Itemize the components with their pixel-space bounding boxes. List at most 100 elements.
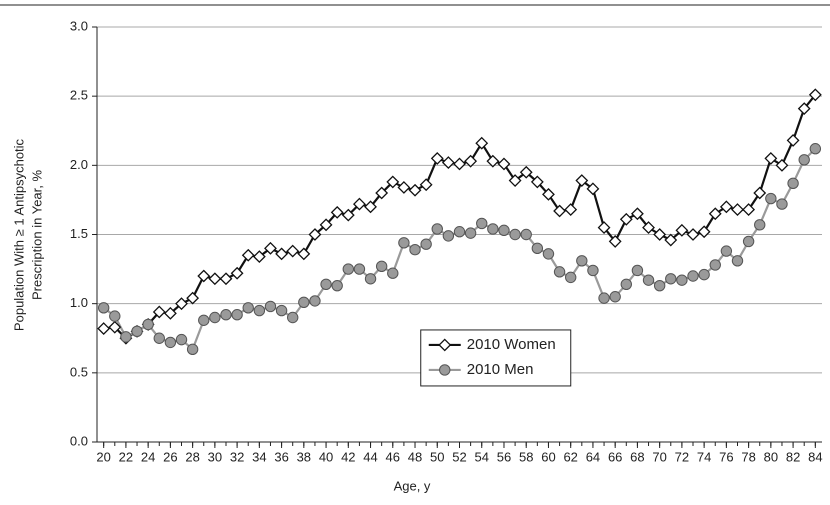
x-tick-label: 30 xyxy=(208,449,222,464)
point xyxy=(542,187,555,201)
point xyxy=(697,225,711,239)
legend-label: 2010 Men xyxy=(467,361,534,378)
legend-box xyxy=(420,329,572,387)
point xyxy=(753,186,767,200)
point xyxy=(252,250,266,264)
point xyxy=(153,332,165,344)
point xyxy=(665,273,677,285)
point xyxy=(152,305,166,319)
x-tick-label: 76 xyxy=(719,449,733,464)
x-tick-label: 64 xyxy=(586,449,600,464)
x-tick-label: 36 xyxy=(274,449,288,464)
x-tick-label: 72 xyxy=(675,449,689,464)
point xyxy=(330,205,344,219)
y-tick-label: 1.0 xyxy=(70,295,88,310)
point xyxy=(597,221,611,235)
x-tick-label: 84 xyxy=(808,449,822,464)
point xyxy=(808,88,822,102)
x-tick-label: 42 xyxy=(341,449,355,464)
point xyxy=(342,263,355,275)
point xyxy=(230,266,244,280)
x-tick-label: 20 xyxy=(96,449,110,464)
x-tick-label: 56 xyxy=(497,449,511,464)
point xyxy=(287,311,299,324)
point xyxy=(220,309,232,321)
point xyxy=(731,255,744,267)
point xyxy=(765,192,777,205)
point xyxy=(320,278,332,290)
point xyxy=(676,274,688,286)
point xyxy=(197,269,211,283)
point xyxy=(530,175,544,189)
point xyxy=(209,311,221,324)
point xyxy=(420,238,432,250)
point xyxy=(253,304,266,317)
legend-marker xyxy=(438,338,452,352)
point xyxy=(642,274,655,286)
y-tick-label: 0.5 xyxy=(70,364,88,379)
x-tick-label: 60 xyxy=(541,449,555,464)
point xyxy=(519,165,533,179)
point xyxy=(264,300,277,313)
point xyxy=(409,244,421,256)
point xyxy=(620,278,632,290)
point xyxy=(297,247,311,261)
point xyxy=(619,212,633,226)
point xyxy=(441,156,455,169)
point xyxy=(631,264,644,277)
point xyxy=(241,248,255,262)
point xyxy=(475,136,489,150)
point xyxy=(298,296,310,308)
point xyxy=(720,245,733,257)
legend-label: 2010 Women xyxy=(467,336,556,353)
point xyxy=(509,228,521,241)
x-tick-label: 26 xyxy=(163,449,177,464)
point xyxy=(731,203,744,217)
point xyxy=(108,320,122,334)
point xyxy=(787,177,799,190)
x-tick-label: 34 xyxy=(252,449,266,464)
point xyxy=(430,151,444,165)
point xyxy=(630,207,644,221)
point xyxy=(553,204,566,218)
point xyxy=(608,234,622,248)
x-tick-label: 80 xyxy=(764,449,778,464)
point xyxy=(453,157,466,171)
x-tick-label: 46 xyxy=(386,449,400,464)
point xyxy=(642,221,655,235)
x-tick-label: 48 xyxy=(408,449,422,464)
point xyxy=(464,154,478,168)
point xyxy=(397,181,411,194)
point xyxy=(387,267,399,279)
point xyxy=(186,343,199,356)
point xyxy=(375,260,388,273)
point xyxy=(208,272,222,286)
point xyxy=(275,247,289,261)
point xyxy=(542,248,555,260)
point xyxy=(164,336,177,349)
point xyxy=(120,331,132,343)
point xyxy=(109,310,121,322)
x-tick-label: 22 xyxy=(119,449,133,464)
x-axis-label: Age, y xyxy=(394,478,431,493)
point xyxy=(653,228,667,241)
y-tick-label: 2.5 xyxy=(70,88,88,103)
point xyxy=(231,309,243,321)
point xyxy=(408,183,422,197)
x-tick-label: 28 xyxy=(185,449,199,464)
point xyxy=(576,255,588,267)
point xyxy=(431,223,443,235)
y-tick-label: 1.5 xyxy=(70,226,88,241)
point xyxy=(175,297,188,311)
point xyxy=(586,182,600,196)
x-tick-label: 62 xyxy=(563,449,577,464)
point xyxy=(708,207,722,221)
point xyxy=(486,154,500,168)
point xyxy=(275,304,288,317)
point xyxy=(775,158,789,172)
y-axis-label: Prescription in Year, % xyxy=(29,170,44,301)
point xyxy=(286,244,300,258)
x-tick-label: 40 xyxy=(319,449,333,464)
x-tick-label: 74 xyxy=(697,449,711,464)
x-tick-label: 32 xyxy=(230,449,244,464)
